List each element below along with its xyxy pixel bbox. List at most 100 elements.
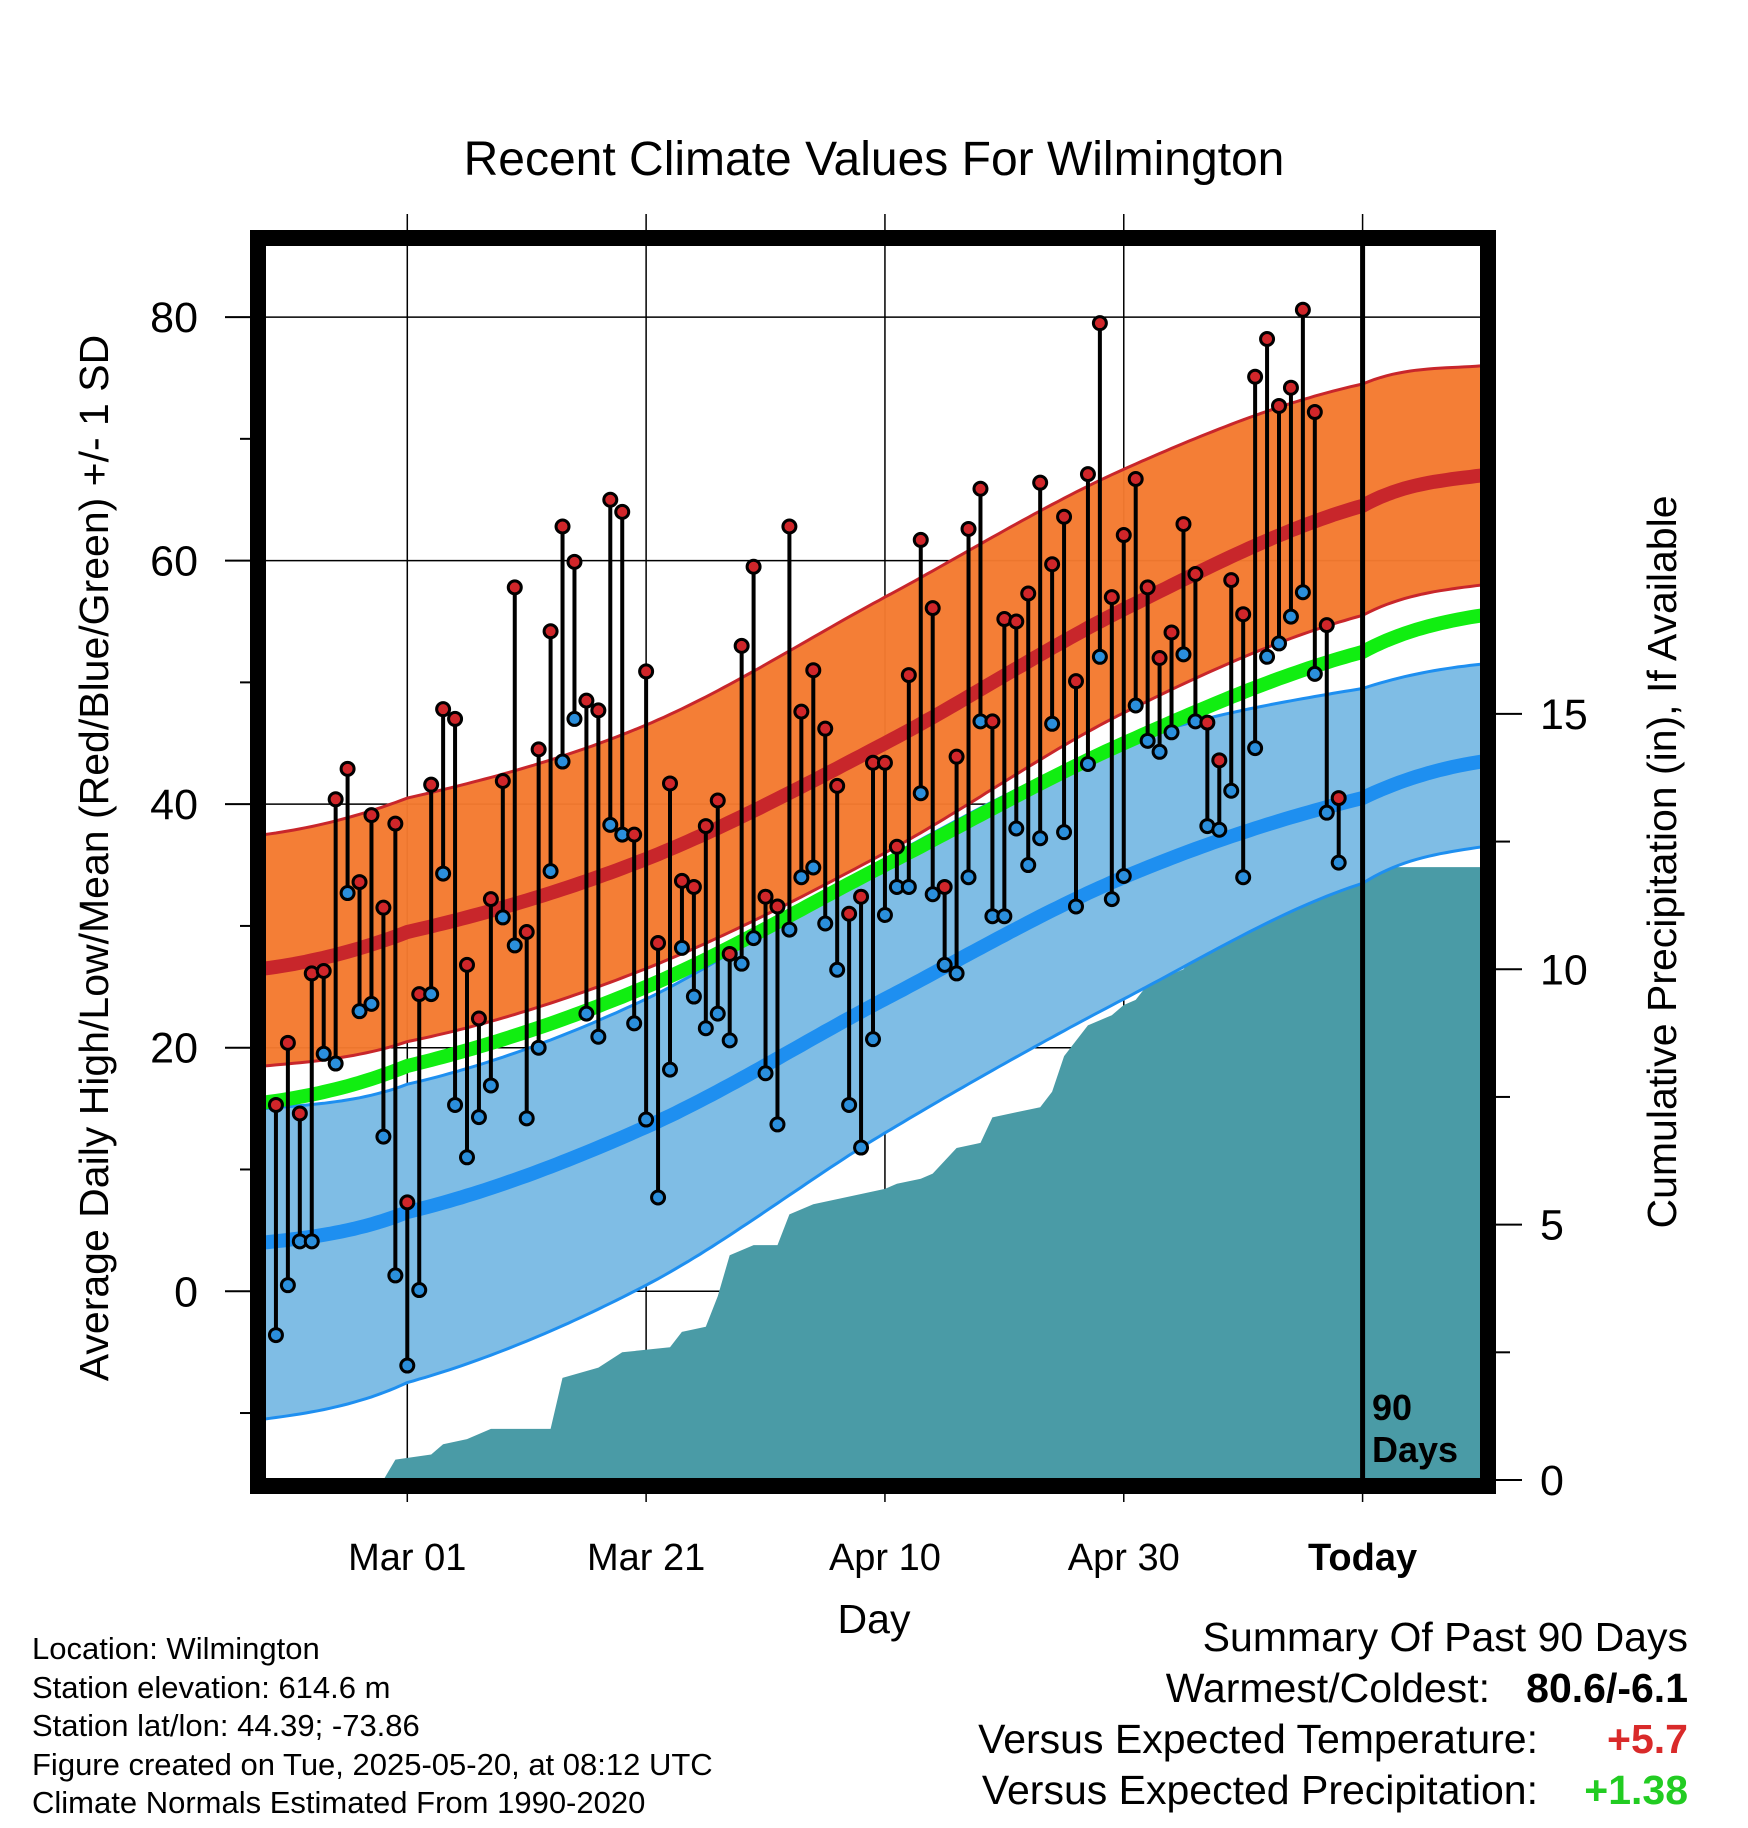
high-point bbox=[685, 878, 702, 895]
low-point bbox=[303, 1233, 320, 1250]
low-point bbox=[399, 1357, 416, 1374]
high-point bbox=[566, 553, 583, 570]
left-tick-label: 80 bbox=[150, 294, 198, 342]
station-info: Location: Wilmington Station elevation: … bbox=[32, 1630, 713, 1823]
low-point bbox=[1139, 732, 1156, 749]
low-point bbox=[578, 1005, 595, 1022]
right-tick-label: 15 bbox=[1540, 691, 1588, 739]
low-point bbox=[315, 1045, 332, 1062]
x-axis-label: Day bbox=[838, 1596, 911, 1642]
low-point bbox=[387, 1267, 404, 1284]
bottom-tick-label: Apr 30 bbox=[1068, 1537, 1180, 1579]
low-point bbox=[327, 1055, 344, 1072]
warmest-value: 80.6/-6.1 bbox=[1526, 1665, 1688, 1711]
low-point bbox=[650, 1189, 667, 1206]
high-point bbox=[948, 748, 965, 765]
high-point bbox=[494, 773, 511, 790]
high-point bbox=[590, 702, 607, 719]
plot-frame bbox=[250, 230, 1496, 1494]
high-point bbox=[387, 815, 404, 832]
summary-panel: Summary Of Past 90 Days Warmest/Coldest:… bbox=[978, 1612, 1688, 1816]
high-point bbox=[506, 579, 523, 596]
low-point bbox=[721, 1032, 738, 1049]
precip-anomaly-row: Versus Expected Precipitation: +1.38 bbox=[978, 1765, 1688, 1816]
low-point bbox=[530, 1039, 547, 1056]
bottom-tick-label: Mar 01 bbox=[348, 1537, 466, 1579]
high-point bbox=[375, 899, 392, 916]
left-tick-label: 20 bbox=[150, 1025, 198, 1073]
low-point bbox=[1032, 830, 1049, 847]
high-point bbox=[709, 792, 726, 809]
high-point bbox=[697, 818, 714, 835]
high-point bbox=[673, 872, 690, 889]
high-point bbox=[900, 667, 917, 684]
summary-heading: Summary Of Past 90 Days bbox=[1202, 1614, 1688, 1660]
high-point bbox=[399, 1194, 416, 1211]
low-point bbox=[267, 1327, 284, 1344]
left-tick-label: 60 bbox=[150, 538, 198, 586]
high-point bbox=[924, 600, 941, 617]
high-point bbox=[351, 874, 368, 891]
low-point bbox=[518, 1110, 535, 1127]
low-point bbox=[960, 869, 977, 886]
low-point bbox=[638, 1111, 655, 1128]
low-point bbox=[865, 1031, 881, 1048]
low-point bbox=[1163, 724, 1180, 741]
high-point bbox=[1163, 624, 1180, 641]
elevation-text: Station elevation: 614.6 m bbox=[32, 1669, 391, 1705]
low-point bbox=[482, 1077, 499, 1094]
low-lower-line bbox=[264, 845, 1482, 1421]
left-tick-label: 40 bbox=[150, 781, 198, 829]
high-point bbox=[1091, 315, 1108, 332]
high-point bbox=[1056, 508, 1073, 525]
precip-anomaly-value: +1.38 bbox=[1584, 1767, 1688, 1813]
high-point bbox=[1115, 527, 1132, 544]
high-point bbox=[1151, 650, 1168, 667]
high-point bbox=[1318, 617, 1335, 634]
high-point bbox=[745, 558, 762, 575]
high-point bbox=[339, 760, 356, 777]
high-point bbox=[1282, 379, 1299, 396]
low-point bbox=[1068, 898, 1084, 915]
high-point bbox=[1139, 579, 1156, 596]
low-point bbox=[936, 956, 953, 973]
low-point bbox=[1056, 824, 1073, 841]
high-point bbox=[363, 807, 380, 824]
high-point bbox=[315, 962, 332, 979]
high-point bbox=[423, 776, 440, 793]
y-axis-right-label: Cumulative Precipitation (in), If Availa… bbox=[1639, 495, 1685, 1228]
low-point bbox=[757, 1065, 774, 1082]
low-point bbox=[1330, 854, 1347, 871]
high-point bbox=[518, 924, 535, 941]
low-point bbox=[1151, 743, 1168, 760]
high-point bbox=[1032, 474, 1049, 491]
low-point bbox=[1115, 868, 1132, 885]
high-point bbox=[1127, 471, 1144, 488]
high-point bbox=[1223, 572, 1240, 589]
low-point bbox=[339, 885, 356, 902]
high-point bbox=[291, 1105, 308, 1122]
high-point bbox=[650, 934, 667, 951]
low-point bbox=[1044, 715, 1061, 732]
low-point bbox=[1223, 782, 1240, 799]
precip-area bbox=[264, 867, 1482, 1480]
low-point bbox=[685, 988, 702, 1005]
high-point bbox=[757, 888, 774, 905]
high-point bbox=[638, 663, 655, 680]
low-point bbox=[566, 710, 583, 727]
low-point bbox=[375, 1128, 392, 1145]
low-point bbox=[470, 1109, 487, 1126]
low-point bbox=[745, 930, 762, 947]
low-point bbox=[709, 1005, 726, 1022]
low-point bbox=[912, 785, 929, 802]
high-point bbox=[662, 775, 678, 792]
high-point bbox=[829, 777, 846, 794]
high-point bbox=[482, 891, 499, 908]
marker-label-days: Days bbox=[1372, 1429, 1458, 1470]
bottom-tick-label: Apr 10 bbox=[829, 1537, 941, 1579]
right-tick-label: 10 bbox=[1540, 946, 1588, 994]
low-point bbox=[1282, 608, 1299, 625]
low-point bbox=[948, 965, 965, 982]
high-point bbox=[267, 1096, 284, 1113]
